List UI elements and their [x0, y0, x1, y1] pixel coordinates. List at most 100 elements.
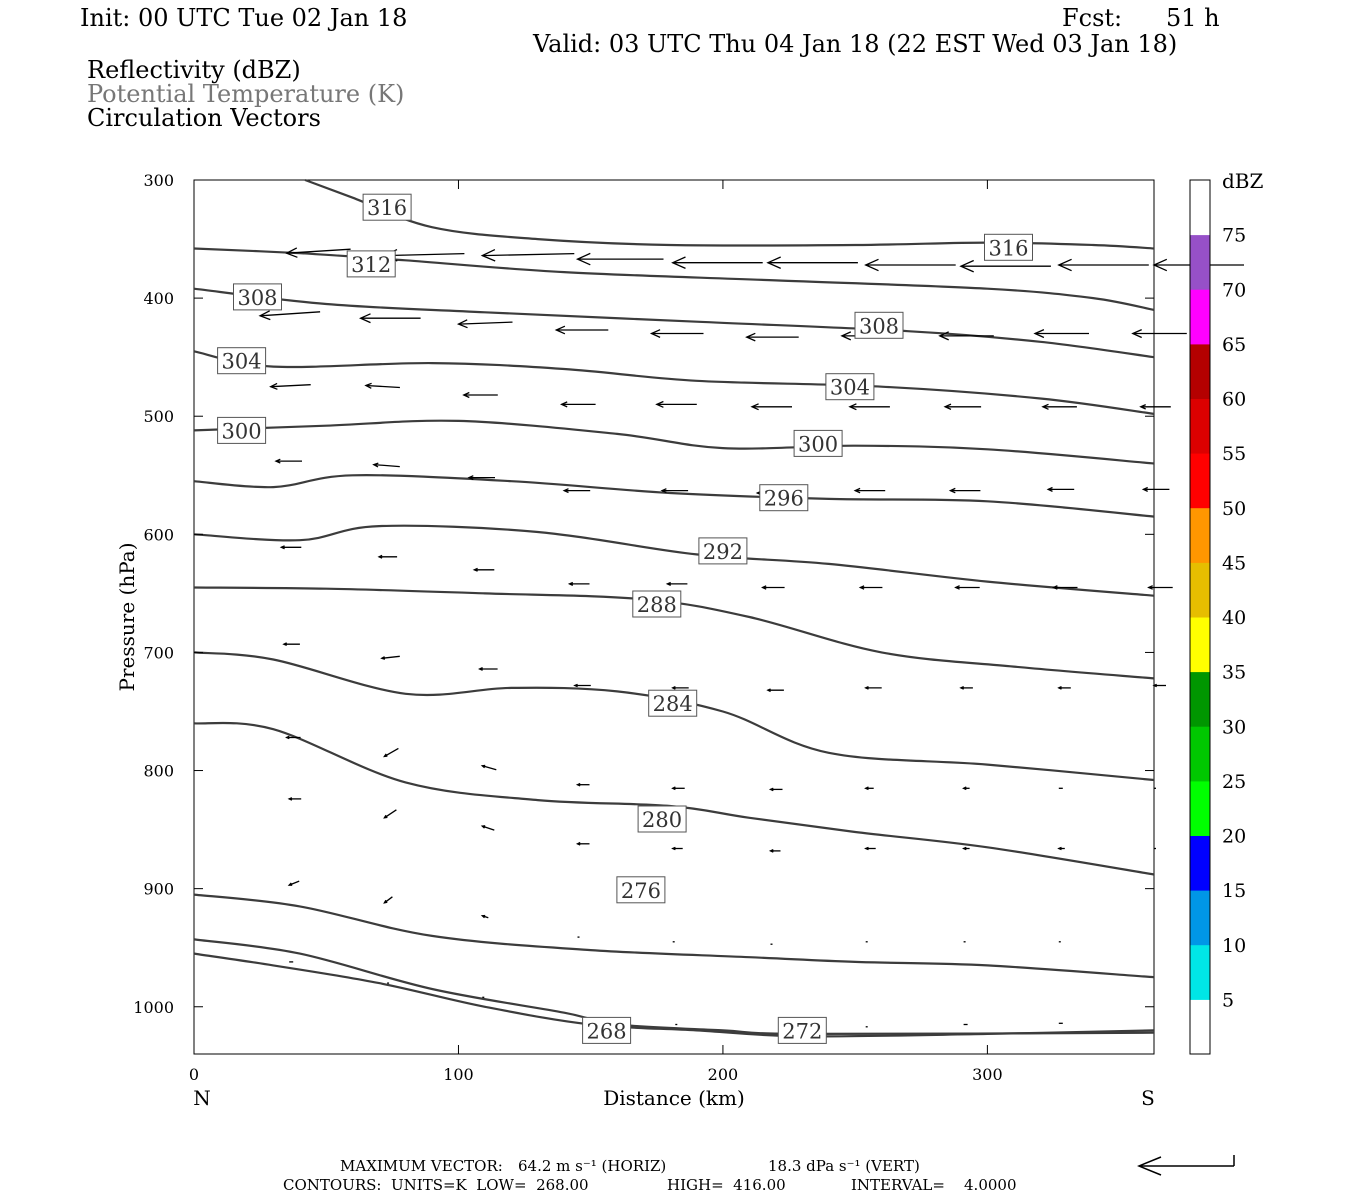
forecast-label: Fcst: [1062, 4, 1123, 32]
vector-head [575, 841, 581, 846]
vector-head [864, 846, 869, 851]
vector-arrow [380, 655, 400, 660]
vector-arrow [864, 686, 882, 690]
vector-arrow [467, 475, 495, 481]
contour-label: 304 [217, 347, 267, 375]
colorbar-frame [1189, 179, 1211, 1055]
vector-head [554, 325, 566, 335]
contour-label-text: 288 [637, 593, 677, 617]
colorbar-segment [1190, 835, 1210, 891]
init-time: Init: 00 UTC Tue 02 Jan 18 [80, 4, 408, 32]
vector-arrow [575, 841, 590, 846]
contour-label-text: 304 [222, 350, 262, 374]
vector-head [462, 391, 470, 399]
vector-arrow [750, 403, 792, 411]
contour-label-box [362, 193, 412, 221]
vector-shaft [482, 765, 497, 771]
vector-head [480, 825, 486, 829]
contour-interval: INTERVAL= 4.0000 [851, 1176, 1017, 1194]
vector-arrow [671, 686, 689, 690]
vector-shaft [384, 747, 399, 757]
contour-label-box [777, 1016, 827, 1044]
contour-line-304 [193, 350, 1155, 415]
vector-arrow [480, 249, 575, 262]
vector-shaft [384, 252, 465, 257]
plot-frame [193, 179, 1155, 1055]
vector-head [954, 585, 960, 590]
vector-arrow [258, 310, 321, 321]
vector-arrow [962, 786, 970, 791]
vector-arrow [462, 391, 498, 399]
vector-head [948, 487, 956, 494]
contour-label-box [854, 311, 904, 339]
vector-arrow [480, 825, 495, 831]
vector-head [750, 403, 759, 411]
vector-shaft [482, 252, 575, 257]
y-axis-label: Pressure (hPa) [115, 543, 139, 692]
vector-arrow [575, 782, 590, 787]
contour-label-box [582, 1016, 632, 1044]
contour-labels: 316 316 312 308 308 304 304 300 300 296 292 288 284 2… [217, 193, 1033, 1044]
vector-shaft [458, 321, 513, 325]
contour-label: 308 [854, 311, 904, 339]
vector-shaft [270, 384, 311, 388]
vector-arrow [671, 846, 683, 851]
vector-arrow [848, 403, 890, 411]
axes: 300 400 500 600 700 800 900 1000 0 100 200 300 [133, 171, 1154, 1084]
contour-label: 276 [616, 876, 666, 904]
vector-arrow [560, 401, 596, 408]
vector-arrow [1051, 585, 1078, 590]
vector-arrow [1139, 404, 1171, 410]
contour-line-296 [193, 474, 1155, 518]
field-title-vectors: Circulation Vectors [87, 104, 321, 132]
colorbar-tick-label: 50 [1222, 498, 1246, 520]
contour-label: 288 [632, 590, 682, 618]
vector-arrow [554, 325, 609, 335]
colorbar-segment [1190, 944, 1210, 1000]
max-vector-label: MAXIMUM VECTOR: [340, 1157, 503, 1175]
vector-arrow [655, 400, 697, 408]
vector-arrow [274, 458, 302, 464]
vector-shaft [286, 248, 351, 254]
colorbar-segment [1190, 398, 1210, 454]
vector-arrow [760, 585, 785, 590]
vector-arrow [1057, 686, 1071, 690]
vector-shaft [260, 311, 321, 317]
vector-arrow [938, 331, 994, 341]
vector-head [467, 475, 474, 481]
vector-shaft [384, 809, 397, 819]
vector-head [573, 683, 578, 688]
contour-label-text: 316 [988, 236, 1028, 260]
vector-head [480, 914, 486, 919]
vector-arrow [282, 642, 300, 646]
vector-head [567, 581, 574, 586]
contour-label-text: 268 [587, 1019, 627, 1043]
vector-head [649, 329, 661, 338]
contour-label-text: 276 [621, 879, 661, 903]
contour-label-text: 308 [859, 314, 899, 338]
contour-label-box [632, 590, 682, 618]
vector-arrow [1152, 683, 1166, 688]
vector-arrow [1131, 329, 1187, 339]
vector-head [364, 382, 372, 389]
y-tick-label: 700 [143, 643, 174, 662]
field-title-reflectivity: Reflectivity (dBZ) [87, 56, 301, 84]
vector-head [665, 581, 671, 586]
colorbar-tick-label: 45 [1222, 552, 1246, 574]
vector-arrow [285, 735, 301, 740]
x-axis-label: Distance (km) [603, 1086, 745, 1110]
circulation-vectors [258, 247, 1244, 1028]
vector-arrow [1057, 258, 1149, 272]
vector-arrow [768, 787, 783, 792]
max-vector-vert: 18.3 dPa s⁻¹ (VERT) [768, 1157, 920, 1175]
contour-label-text: 296 [764, 487, 804, 511]
vector-arrow [573, 683, 591, 688]
reference-vector-head [1137, 1156, 1162, 1176]
reference-vector [1137, 1155, 1235, 1176]
vector-shaft [482, 825, 495, 831]
colorbar-segment [1190, 453, 1210, 509]
vector-arrow [864, 786, 874, 791]
colorbar-tick-label: 65 [1222, 334, 1246, 356]
vector-head [660, 488, 667, 494]
vector-arrow [766, 688, 784, 693]
